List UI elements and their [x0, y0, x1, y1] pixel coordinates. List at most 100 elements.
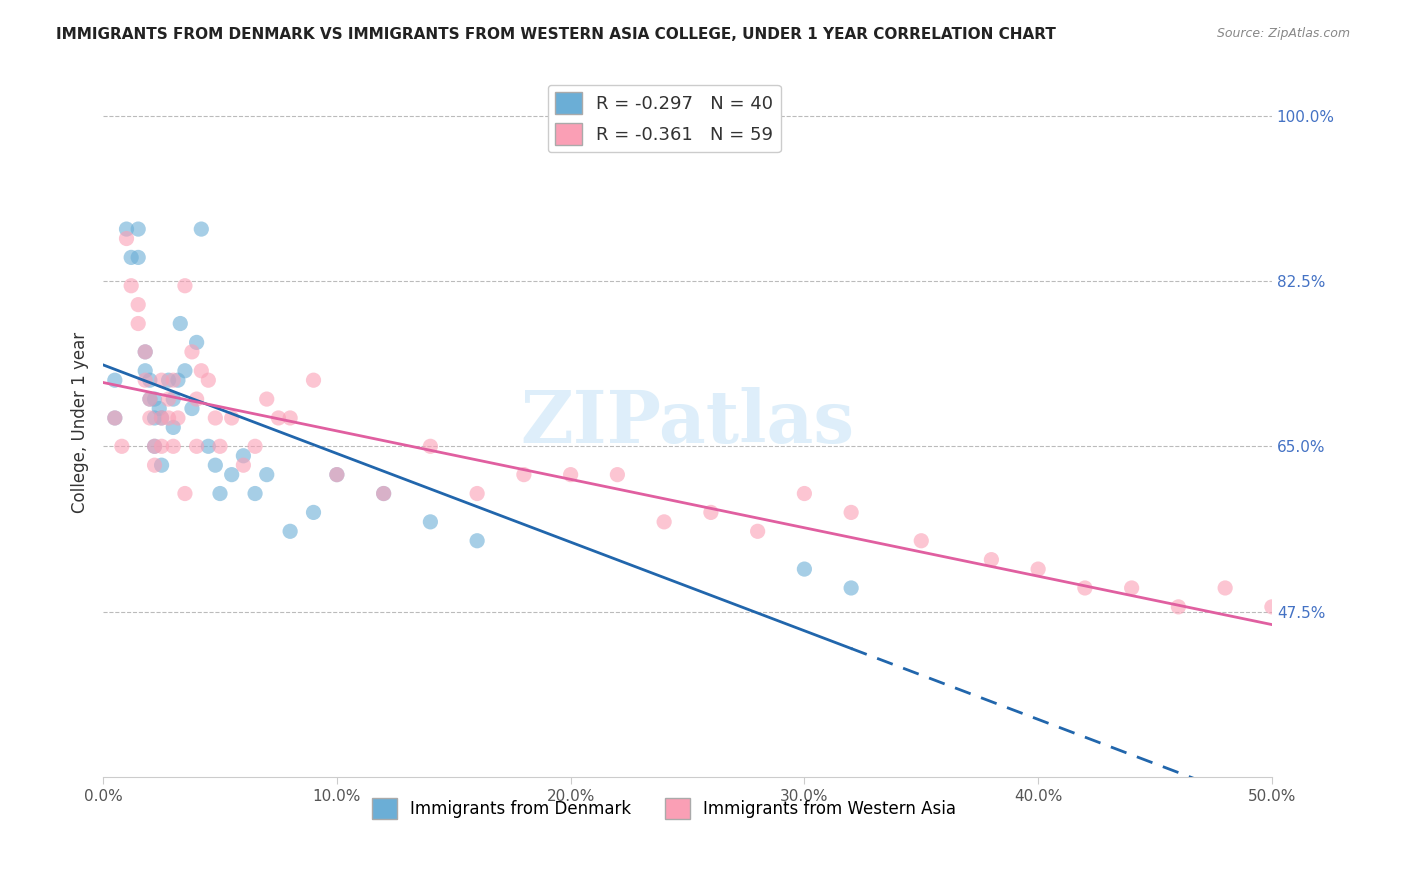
- Point: [747, 524, 769, 539]
- Point: [326, 467, 349, 482]
- Point: [162, 420, 184, 434]
- Point: [204, 458, 226, 473]
- Point: [157, 373, 180, 387]
- Point: [150, 373, 173, 387]
- Point: [513, 467, 536, 482]
- Point: [143, 439, 166, 453]
- Point: [120, 278, 142, 293]
- Point: [910, 533, 932, 548]
- Point: [208, 439, 231, 453]
- Point: [181, 401, 204, 416]
- Point: [167, 373, 190, 387]
- Point: [169, 317, 191, 331]
- Point: [174, 486, 197, 500]
- Point: [127, 317, 149, 331]
- Point: [150, 411, 173, 425]
- Point: [143, 458, 166, 473]
- Point: [1261, 599, 1284, 614]
- Point: [839, 581, 862, 595]
- Point: [278, 524, 301, 539]
- Point: [980, 552, 1002, 566]
- Point: [115, 222, 138, 236]
- Point: [157, 392, 180, 406]
- Point: [793, 562, 815, 576]
- Legend: Immigrants from Denmark, Immigrants from Western Asia: Immigrants from Denmark, Immigrants from…: [366, 791, 963, 825]
- Point: [104, 411, 127, 425]
- Point: [134, 373, 156, 387]
- Point: [143, 439, 166, 453]
- Point: [243, 486, 266, 500]
- Text: Source: ZipAtlas.com: Source: ZipAtlas.com: [1216, 27, 1350, 40]
- Point: [134, 364, 156, 378]
- Point: [373, 486, 395, 500]
- Point: [157, 411, 180, 425]
- Point: [208, 486, 231, 500]
- Point: [134, 344, 156, 359]
- Point: [115, 231, 138, 245]
- Point: [186, 439, 208, 453]
- Point: [139, 411, 162, 425]
- Point: [190, 364, 212, 378]
- Point: [793, 486, 815, 500]
- Point: [652, 515, 675, 529]
- Point: [134, 344, 156, 359]
- Point: [150, 411, 173, 425]
- Point: [267, 411, 290, 425]
- Point: [143, 392, 166, 406]
- Point: [1213, 581, 1236, 595]
- Point: [104, 411, 127, 425]
- Point: [186, 392, 208, 406]
- Point: [1121, 581, 1143, 595]
- Point: [278, 411, 301, 425]
- Point: [148, 401, 170, 416]
- Point: [465, 533, 488, 548]
- Point: [162, 392, 184, 406]
- Point: [190, 222, 212, 236]
- Point: [204, 411, 226, 425]
- Point: [167, 411, 190, 425]
- Point: [373, 486, 395, 500]
- Point: [1354, 657, 1376, 671]
- Point: [326, 467, 349, 482]
- Point: [256, 392, 278, 406]
- Point: [839, 505, 862, 519]
- Point: [465, 486, 488, 500]
- Point: [150, 439, 173, 453]
- Point: [111, 439, 134, 453]
- Point: [139, 392, 162, 406]
- Point: [419, 439, 441, 453]
- Point: [139, 373, 162, 387]
- Point: [560, 467, 582, 482]
- Point: [256, 467, 278, 482]
- Point: [127, 222, 149, 236]
- Point: [197, 439, 219, 453]
- Point: [221, 467, 243, 482]
- Point: [181, 344, 204, 359]
- Point: [302, 373, 325, 387]
- Text: ZIPatlas: ZIPatlas: [520, 387, 855, 458]
- Point: [1026, 562, 1049, 576]
- Point: [419, 515, 441, 529]
- Point: [143, 411, 166, 425]
- Point: [232, 449, 254, 463]
- Point: [1308, 628, 1330, 642]
- Point: [162, 373, 184, 387]
- Point: [700, 505, 723, 519]
- Point: [104, 373, 127, 387]
- Point: [197, 373, 219, 387]
- Y-axis label: College, Under 1 year: College, Under 1 year: [72, 332, 89, 513]
- Point: [243, 439, 266, 453]
- Point: [174, 364, 197, 378]
- Text: IMMIGRANTS FROM DENMARK VS IMMIGRANTS FROM WESTERN ASIA COLLEGE, UNDER 1 YEAR CO: IMMIGRANTS FROM DENMARK VS IMMIGRANTS FR…: [56, 27, 1056, 42]
- Point: [127, 251, 149, 265]
- Point: [1400, 675, 1406, 690]
- Point: [186, 335, 208, 350]
- Point: [162, 439, 184, 453]
- Point: [1074, 581, 1097, 595]
- Point: [150, 458, 173, 473]
- Point: [606, 467, 628, 482]
- Point: [139, 392, 162, 406]
- Point: [1167, 599, 1189, 614]
- Point: [127, 298, 149, 312]
- Point: [120, 251, 142, 265]
